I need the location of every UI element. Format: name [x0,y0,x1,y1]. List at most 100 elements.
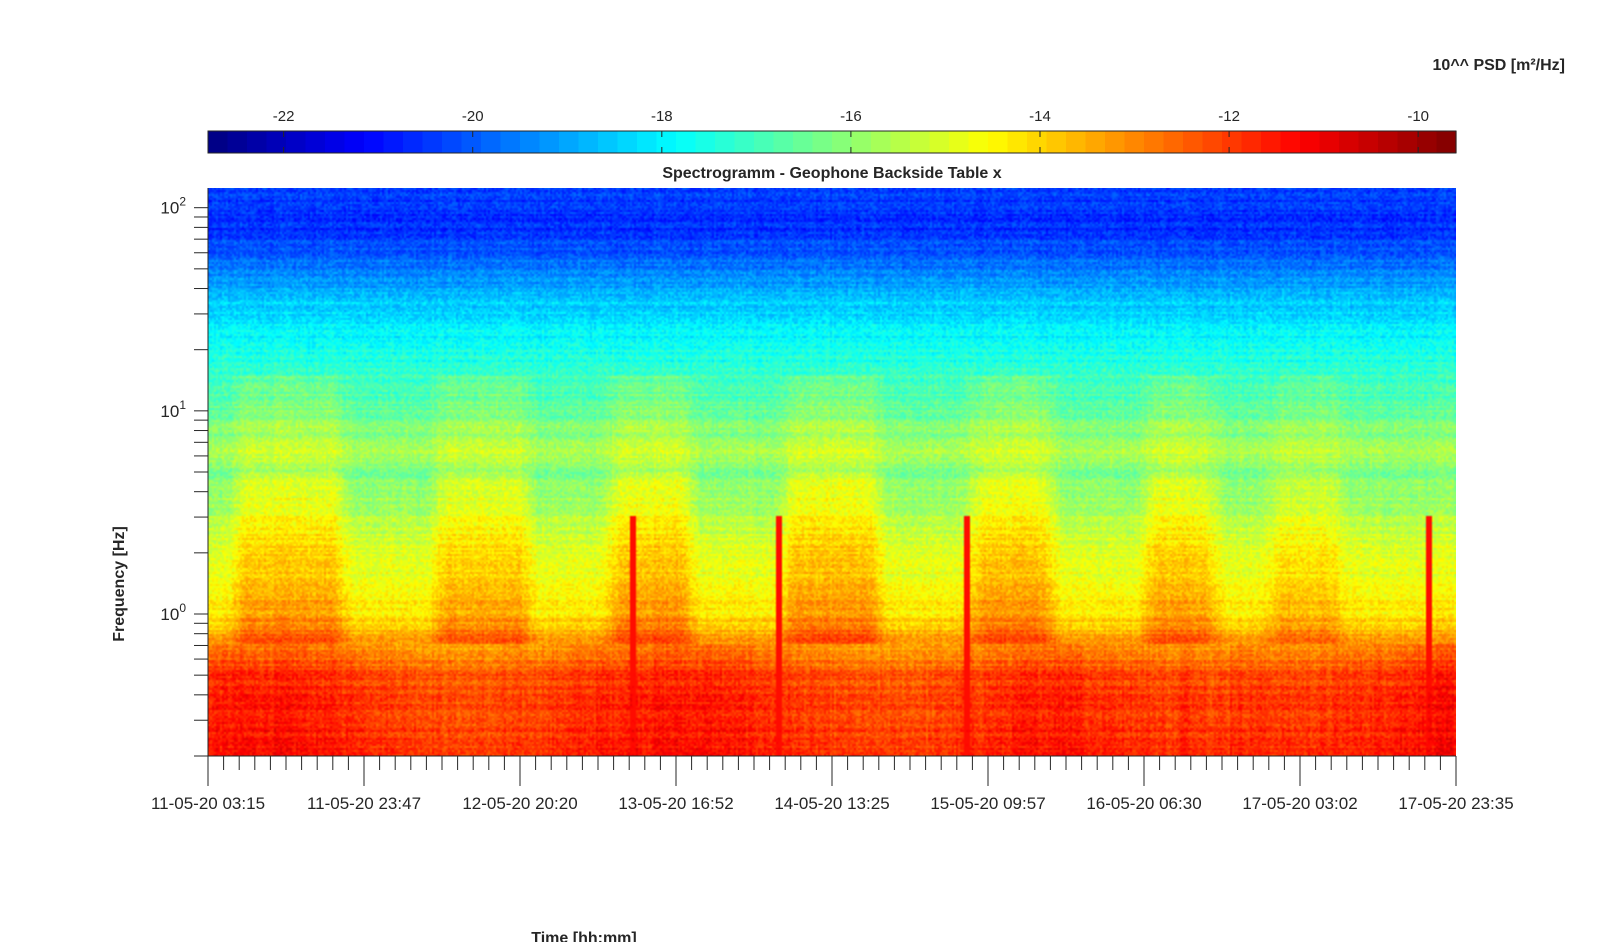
colorbar-swatch [871,131,892,153]
colorbar-swatch [715,131,736,153]
colorbar-swatch [286,131,307,153]
y-tick-base: 10 [160,402,179,421]
y-tick-label: 100 [160,601,186,624]
spectrogram-plot-area [208,188,1456,756]
colorbar-swatch [676,131,697,153]
colorbar-swatch [344,131,365,153]
colorbar-swatch [1105,131,1126,153]
colorbar [207,130,1457,154]
y-axis-label: Frequency [Hz] [111,526,128,642]
y-tick-base: 10 [160,199,179,218]
colorbar-swatch [754,131,775,153]
colorbar-swatch [1007,131,1028,153]
colorbar-swatch [266,131,287,153]
x-tick-label: 13-05-20 16:52 [618,794,733,813]
colorbar-swatch [1085,131,1106,153]
colorbar-swatch [1358,131,1379,153]
x-tick-label: 12-05-20 20:20 [462,794,577,813]
colorbar-swatch [539,131,560,153]
colorbar-swatch [422,131,443,153]
colorbar-tick-label: -12 [1218,108,1240,125]
colorbar-swatch [227,131,248,153]
colorbar-swatch [520,131,541,153]
colorbar-swatch [734,131,755,153]
colorbar-swatch [1417,131,1438,153]
colorbar-swatch [461,131,482,153]
colorbar-swatch [1241,131,1262,153]
colorbar-swatch [968,131,989,153]
colorbar-swatch [325,131,346,153]
colorbar-swatch [929,131,950,153]
x-axis-label: Time [hh:mm] [531,930,636,942]
x-tick-label: 17-05-20 23:35 [1398,794,1513,813]
colorbar-swatch [988,131,1009,153]
colorbar-swatch [695,131,716,153]
colorbar-swatch [1300,131,1321,153]
colorbar-tick-label: -14 [1029,108,1051,125]
colorbar-label: 10^^ PSD [m²/Hz] [1433,57,1565,74]
colorbar-swatch [305,131,326,153]
colorbar-swatch [559,131,580,153]
colorbar-swatch [617,131,638,153]
colorbar-swatch [1436,131,1457,153]
x-tick-label: 16-05-20 06:30 [1086,794,1201,813]
colorbar-swatch [1378,131,1399,153]
x-tick-label: 15-05-20 09:57 [930,794,1045,813]
colorbar-tick-label: -10 [1407,108,1429,125]
colorbar-swatch [949,131,970,153]
colorbar-swatch [1261,131,1282,153]
colorbar-swatch [383,131,404,153]
colorbar-swatch [1163,131,1184,153]
colorbar-swatch [1046,131,1067,153]
colorbar-swatch [208,131,229,153]
colorbar-tick-label: -18 [651,108,673,125]
colorbar-swatch [637,131,658,153]
y-tick-exponent: 1 [179,398,186,412]
colorbar-swatch [247,131,268,153]
colorbar-tick-label: -20 [462,108,484,125]
colorbar-swatch [364,131,385,153]
colorbar-swatch [1124,131,1145,153]
colorbar-swatch [403,131,424,153]
colorbar-swatch [793,131,814,153]
colorbar-swatch [1183,131,1204,153]
colorbar-swatch [1202,131,1223,153]
colorbar-swatch [1144,131,1165,153]
colorbar-swatch [598,131,619,153]
colorbar-swatch [1339,131,1360,153]
y-tick-exponent: 0 [179,601,186,615]
colorbar-swatch [500,131,521,153]
colorbar-swatch [773,131,794,153]
colorbar-swatch [1066,131,1087,153]
colorbar-swatch [578,131,599,153]
x-tick-label: 11-05-20 03:15 [151,794,265,813]
colorbar-swatch [1397,131,1418,153]
y-tick-label: 101 [160,398,186,421]
x-tick-label: 17-05-20 03:02 [1242,794,1357,813]
colorbar-swatch [1319,131,1340,153]
y-tick-exponent: 2 [179,195,186,209]
colorbar-swatch [832,131,853,153]
x-tick-label: 11-05-20 23:47 [307,794,421,813]
colorbar-swatch [1027,131,1048,153]
colorbar-swatch [851,131,872,153]
colorbar-swatch [656,131,677,153]
colorbar-tick-label: -22 [273,108,295,125]
x-axis: 11-05-20 03:15 11-05-20 23:47 12-05-20 20:… [151,755,1514,813]
chart-title: Spectrogramm - Geophone Backside Table x [662,165,1001,182]
colorbar-tick-label: -16 [840,108,862,125]
colorbar-frame [207,130,1457,154]
colorbar-swatch [812,131,833,153]
colorbar-swatch [481,131,502,153]
colorbar-swatch [910,131,931,153]
y-tick-base: 10 [160,605,179,624]
y-tick-label: 102 [160,195,186,218]
colorbar-ticks: -22 -20 -18 -16 -14 -12 -10 [273,108,1429,153]
x-tick-label: 14-05-20 13:25 [774,794,889,813]
colorbar-swatch [1280,131,1301,153]
colorbar-swatch [1222,131,1243,153]
colorbar-swatch [890,131,911,153]
colorbar-swatch [442,131,463,153]
